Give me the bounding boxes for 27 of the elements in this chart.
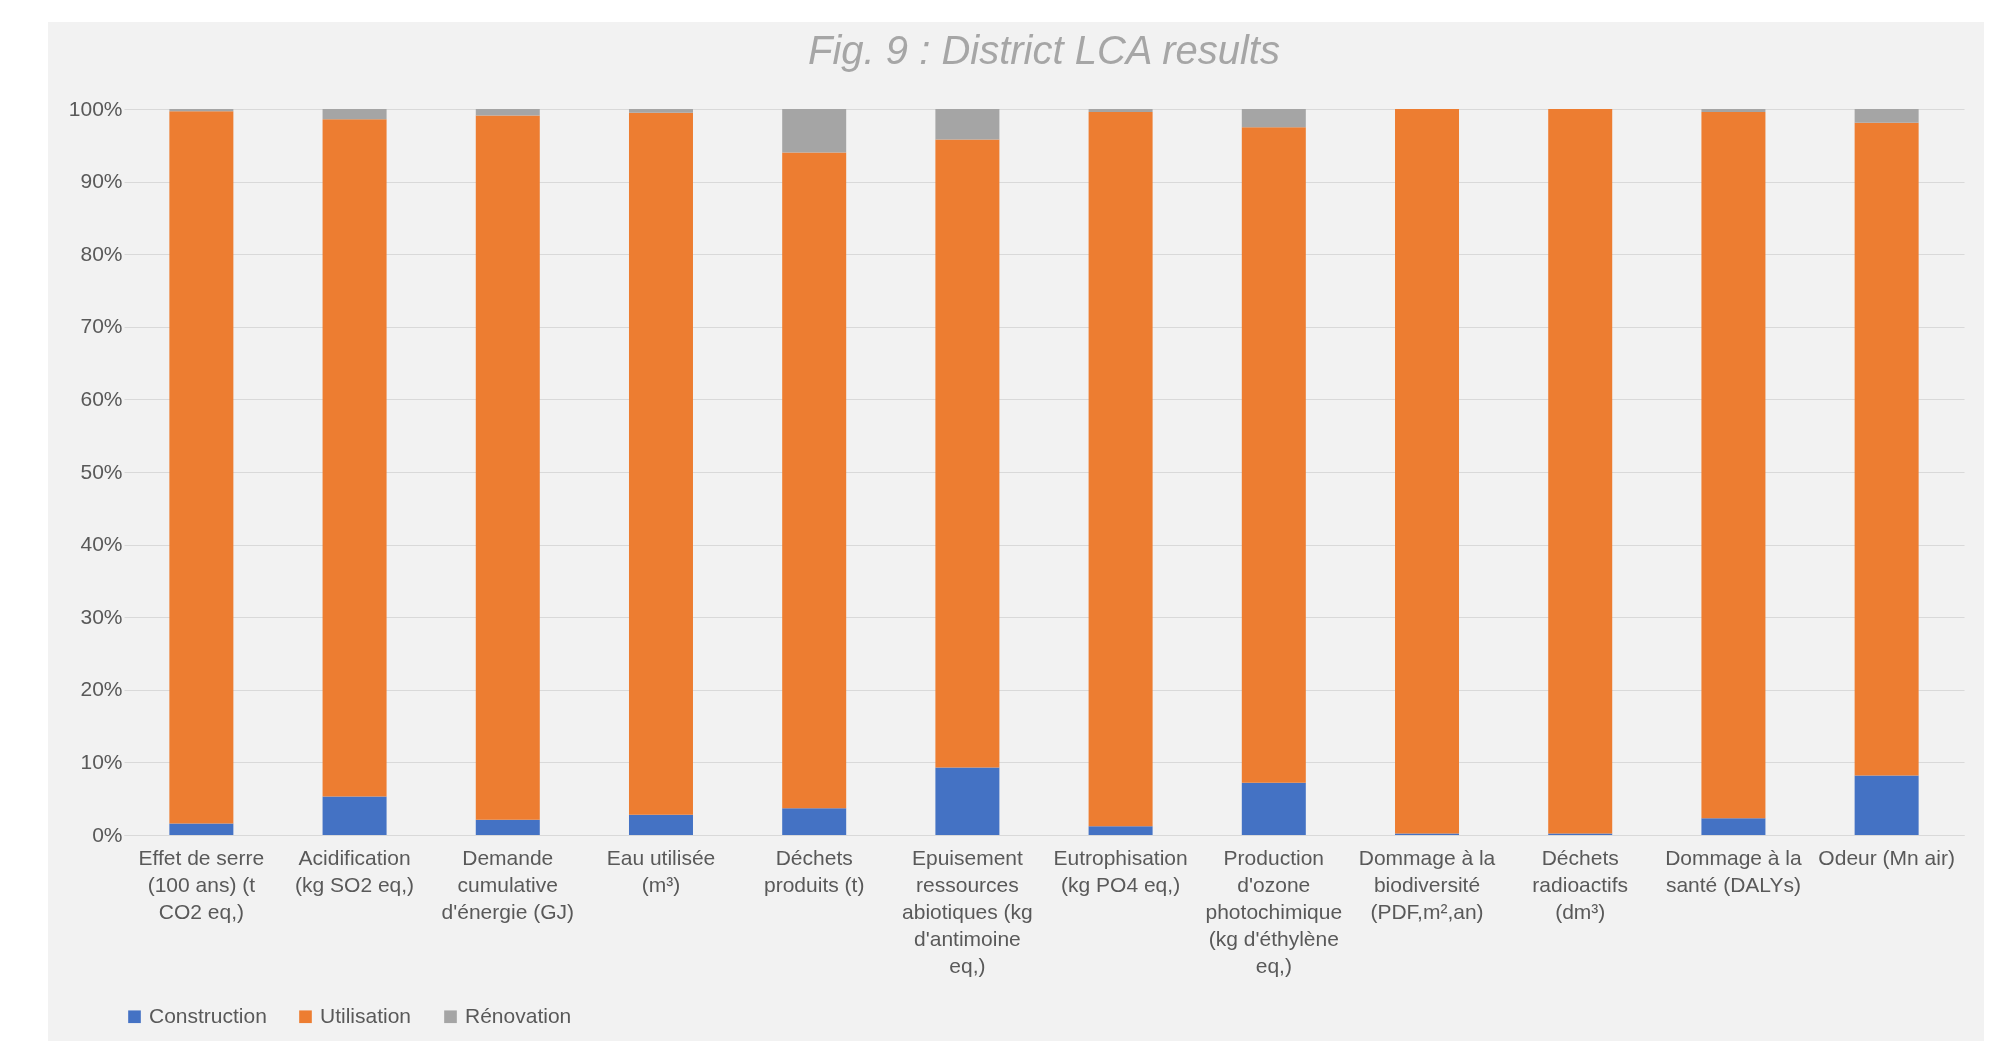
x-tick-label: Odeur (Mn air) bbox=[1818, 845, 1955, 869]
legend-label: Rénovation bbox=[465, 1003, 572, 1027]
x-tick-label: Effet de serre (100 ans) (t CO2 eq,) bbox=[138, 845, 265, 923]
y-tick-label: 70% bbox=[80, 314, 123, 338]
x-tick-label: Dommage à la biodiversité (PDF,m²,an) bbox=[1358, 845, 1496, 923]
y-tick-label: 10% bbox=[80, 749, 123, 773]
x-tick-label: Dommage à la santé (DALYs) bbox=[1665, 845, 1803, 896]
x-tick-label: Eutrophisation (kg PO4 eq,) bbox=[1053, 845, 1188, 896]
y-tick-label: 0% bbox=[92, 822, 123, 846]
x-tick-label: Déchets radioactifs (dm³) bbox=[1532, 845, 1629, 923]
y-tick-label: 50% bbox=[80, 459, 123, 483]
x-tick-label: Epuisement ressources abiotiques (kg d'antimoine eq,) bbox=[902, 845, 1033, 977]
y-tick-label: 30% bbox=[80, 604, 123, 628]
x-tick-label: Acidification (kg SO2 eq,) bbox=[295, 845, 415, 896]
y-tick-label: 60% bbox=[80, 386, 123, 410]
legend-label: Construction bbox=[149, 1003, 267, 1027]
y-tick-label: 100% bbox=[68, 96, 123, 120]
x-tick-label: Eau utilisée (m³) bbox=[606, 845, 716, 896]
y-tick-label: 40% bbox=[80, 532, 123, 556]
legend-label: Utilisation bbox=[320, 1003, 412, 1027]
chart-title: Fig. 9 : District LCA results bbox=[808, 28, 1280, 72]
x-tick-label: Déchets produits (t) bbox=[764, 845, 865, 896]
y-tick-label: 80% bbox=[80, 241, 123, 265]
x-tick-label: Demande cumulative d'énergie (GJ) bbox=[441, 845, 574, 923]
x-tick-label: Production d'ozone photochimique (kg d'éthylène eq,) bbox=[1205, 845, 1343, 977]
y-tick-label: 90% bbox=[80, 169, 123, 193]
y-tick-label: 20% bbox=[80, 677, 123, 701]
